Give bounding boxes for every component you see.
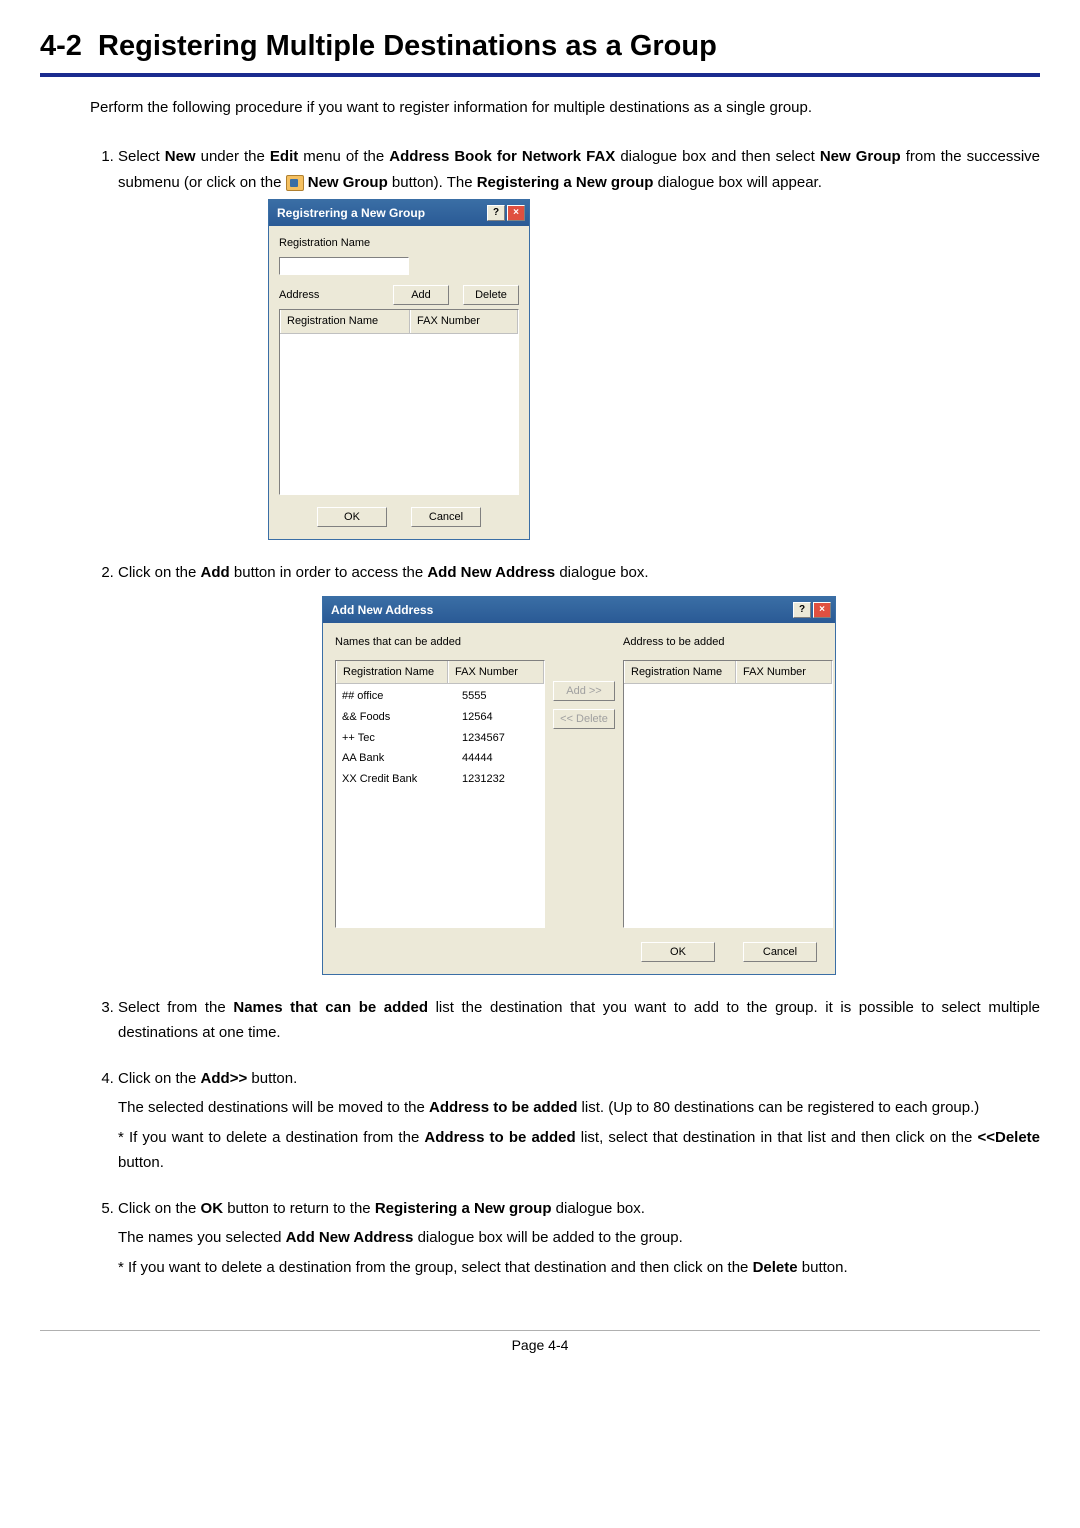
names-listview-rows: ## office5555&& Foods12564++ Tec1234567A… — [336, 684, 544, 791]
registration-name-input[interactable] — [279, 257, 409, 275]
dialog1-titlebar[interactable]: Registrering a New Group ? × — [269, 200, 529, 226]
step4-line3: * If you want to delete a destination fr… — [118, 1125, 1040, 1176]
address-label: Address — [279, 286, 319, 305]
step5-line2: The names you selected Add New Address d… — [118, 1225, 1040, 1251]
dialog2-titlebar[interactable]: Add New Address ? × — [323, 597, 835, 623]
list-item[interactable]: AA Bank44444 — [336, 748, 544, 769]
page-number: Page 4-4 — [0, 1337, 1080, 1353]
dialog1-body: Registration Name Address Add Delete Reg… — [269, 226, 529, 539]
names-listview[interactable]: Registration Name FAX Number ## office55… — [335, 660, 545, 928]
list-item-name: XX Credit Bank — [336, 769, 456, 790]
intro-paragraph: Perform the following procedure if you w… — [90, 99, 1040, 116]
list-item-name: ++ Tec — [336, 728, 456, 749]
add-transfer-button[interactable]: Add >> — [553, 681, 615, 701]
steps-list: Select New under the Edit menu of the Ad… — [90, 144, 1040, 1280]
document-page: 4-2 Registering Multiple Destinations as… — [0, 0, 1080, 1320]
footer-rule — [40, 1330, 1040, 1331]
delete-button[interactable]: Delete — [463, 285, 519, 305]
step-3: Select from the Names that can be added … — [118, 995, 1040, 1046]
dialog1-title: Registrering a New Group — [277, 203, 487, 223]
transfer-buttons: Add >> << Delete — [553, 681, 615, 729]
step-4: Click on the Add>> button. The selected … — [118, 1066, 1040, 1176]
dialog1-footer: OK Cancel — [279, 495, 519, 527]
added-listview[interactable]: Registration Name FAX Number — [623, 660, 833, 928]
listview-header: Registration Name FAX Number — [280, 310, 518, 334]
dialog2-body: Names that can be added Registration Nam… — [323, 623, 835, 974]
ok-button[interactable]: OK — [317, 507, 387, 527]
col-registration-name[interactable]: Registration Name — [336, 661, 448, 684]
list-item-fax: 5555 — [456, 686, 536, 707]
list-item[interactable]: ++ Tec1234567 — [336, 728, 544, 749]
col-registration-name[interactable]: Registration Name — [624, 661, 736, 684]
section-number: 4-2 — [40, 30, 82, 62]
step-1: Select New under the Edit menu of the Ad… — [118, 144, 1040, 540]
address-listview[interactable]: Registration Name FAX Number — [279, 309, 519, 495]
col-registration-name[interactable]: Registration Name — [280, 310, 410, 333]
list-item-name: ## office — [336, 686, 456, 707]
step5-line3: * If you want to delete a destination fr… — [118, 1255, 1040, 1281]
dialog2-title: Add New Address — [331, 600, 793, 620]
list-item-fax: 12564 — [456, 707, 536, 728]
ok-button[interactable]: OK — [641, 942, 715, 962]
list-item-fax: 44444 — [456, 748, 536, 769]
delete-transfer-button[interactable]: << Delete — [553, 709, 615, 729]
col-fax-number[interactable]: FAX Number — [736, 661, 832, 684]
dialog1-controls: ? × — [487, 205, 525, 221]
registration-name-label: Registration Name — [279, 234, 519, 253]
col-fax-number[interactable]: FAX Number — [448, 661, 544, 684]
new-group-icon — [286, 175, 304, 191]
list-item-name: && Foods — [336, 707, 456, 728]
list-item-fax: 1231232 — [456, 769, 536, 790]
section-heading: 4-2 Registering Multiple Destinations as… — [40, 30, 1040, 69]
add-button[interactable]: Add — [393, 285, 449, 305]
dialog-add-new-address: Add New Address ? × Names that can be ad… — [322, 596, 836, 975]
dialog-register-new-group: Registrering a New Group ? × Registratio… — [268, 199, 530, 540]
names-can-be-added-label: Names that can be added — [335, 633, 545, 652]
added-listview-header: Registration Name FAX Number — [624, 661, 832, 685]
dialog2-footer: OK Cancel — [335, 928, 823, 962]
list-item-name: AA Bank — [336, 748, 456, 769]
col-fax-number[interactable]: FAX Number — [410, 310, 518, 333]
step4-line2: The selected destinations will be moved … — [118, 1095, 1040, 1121]
list-item-fax: 1234567 — [456, 728, 536, 749]
list-item[interactable]: && Foods12564 — [336, 707, 544, 728]
heading-rule — [40, 73, 1040, 77]
step-2: Click on the Add button in order to acce… — [118, 560, 1040, 975]
section-title: Registering Multiple Destinations as a G… — [98, 30, 717, 62]
close-icon[interactable]: × — [813, 602, 831, 618]
help-icon[interactable]: ? — [487, 205, 505, 221]
step-5: Click on the OK button to return to the … — [118, 1196, 1040, 1281]
cancel-button[interactable]: Cancel — [743, 942, 817, 962]
list-item[interactable]: ## office5555 — [336, 686, 544, 707]
dialog2-controls: ? × — [793, 602, 831, 618]
help-icon[interactable]: ? — [793, 602, 811, 618]
cancel-button[interactable]: Cancel — [411, 507, 481, 527]
names-listview-header: Registration Name FAX Number — [336, 661, 544, 685]
list-item[interactable]: XX Credit Bank1231232 — [336, 769, 544, 790]
close-icon[interactable]: × — [507, 205, 525, 221]
step1-text: Select New under the Edit menu of the Ad… — [118, 148, 1040, 191]
address-to-be-added-label: Address to be added — [623, 633, 833, 652]
